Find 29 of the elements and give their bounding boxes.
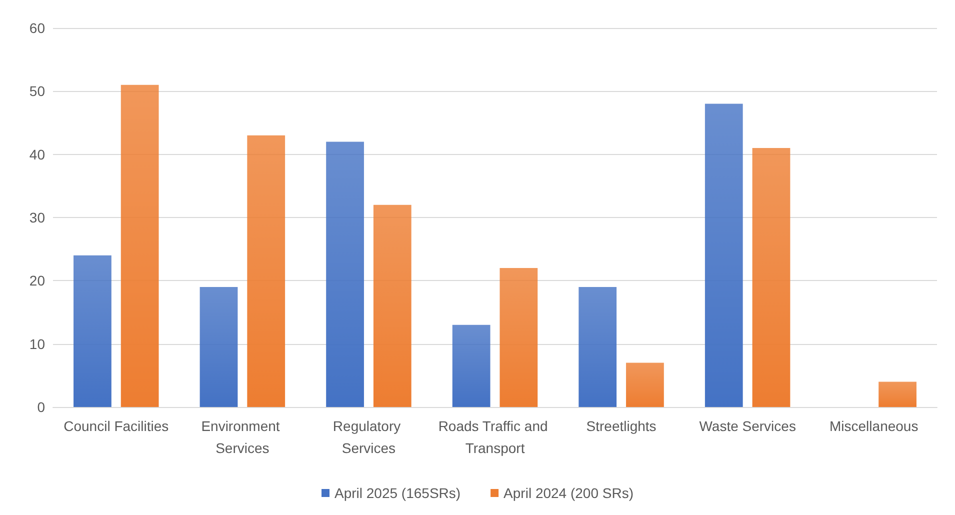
bar	[752, 148, 790, 407]
y-tick-label: 60	[29, 20, 46, 36]
bar	[247, 135, 286, 407]
y-tick-label: 20	[29, 272, 46, 289]
bar	[626, 362, 664, 407]
bar	[200, 286, 238, 407]
x-tick-label: Environment Services	[201, 418, 284, 456]
x-tick-label: Waste Services	[699, 418, 796, 434]
y-tick-label: 40	[29, 146, 46, 162]
x-tick-label: Miscellaneous	[830, 418, 918, 434]
bar	[704, 104, 743, 407]
y-tick-label: 10	[29, 336, 46, 352]
bar	[500, 268, 538, 407]
x-tick-label: Streetlights	[586, 418, 656, 434]
legend-label: April 2024 (200 SRs)	[504, 485, 634, 501]
bar	[578, 286, 617, 407]
bar	[120, 84, 159, 407]
bar	[373, 204, 412, 407]
y-tick-label: 50	[29, 83, 46, 100]
bar	[452, 324, 490, 407]
legend-label: April 2025 (165SRs)	[334, 485, 461, 501]
x-tick-label: Roads Traffic and Transport	[438, 418, 552, 456]
y-tick-label: 0	[37, 399, 46, 415]
bar	[74, 255, 112, 407]
y-tick-label: 30	[29, 210, 46, 226]
bar	[326, 142, 364, 407]
x-tick-label: Council Facilities	[64, 418, 169, 434]
bar	[878, 382, 916, 407]
x-tick-label: Regulatory Services	[332, 418, 405, 456]
